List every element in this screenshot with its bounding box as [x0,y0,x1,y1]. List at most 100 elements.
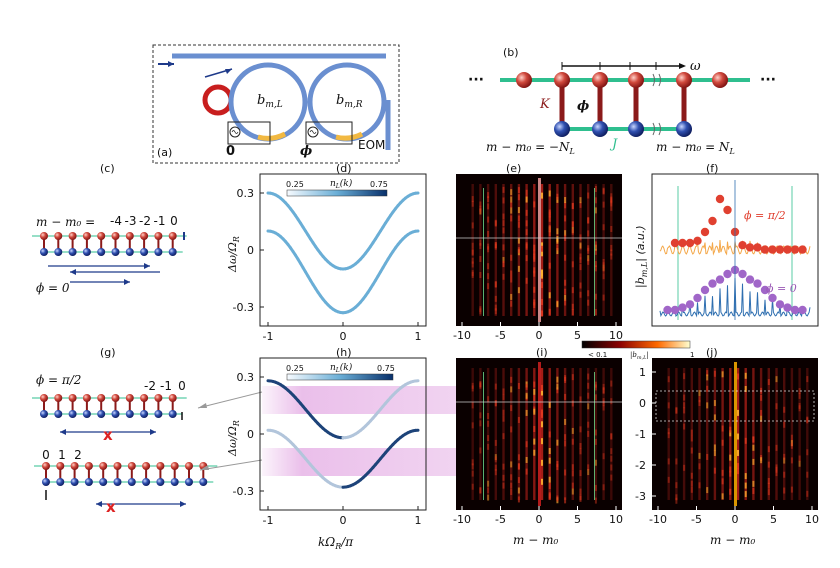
streak-dot [798,402,801,409]
streak-dot [525,392,528,399]
streak-dot [729,470,732,477]
ticks-e: -10 -5 0 5 10 [453,322,623,342]
streak-dot [571,488,574,495]
streak-dot [744,386,747,393]
xtick-label: -10 [453,329,471,342]
streak-dot [564,294,567,301]
streak [806,368,809,500]
streak-dot [610,474,613,481]
streak-dot [541,421,543,428]
streak-dot [767,379,770,386]
ladder-site [54,232,63,240]
streak-dot [548,262,551,269]
streak-dot [556,235,559,242]
streak [675,368,678,500]
point-bottom [700,285,710,295]
streak-dot [525,277,528,284]
ladder-site [168,410,177,418]
streak-dot [737,373,739,380]
streak-dot [721,469,724,476]
streak-dot [502,388,505,395]
streak-dot [790,442,793,449]
ladder-site [125,232,134,240]
streak-dot [594,394,597,401]
streak-dot [517,287,520,294]
streak-dot [783,457,786,464]
streak-dot [721,371,724,378]
streak-dot [487,443,490,450]
streak [594,368,598,500]
streak-dot [533,270,536,277]
xtick-label: -1 [263,514,274,527]
streak-dot [479,239,482,246]
panel-j-label: (j) [706,346,718,359]
streak-dot [571,464,574,471]
streak-dot [494,469,497,476]
streak-dot [487,480,490,487]
streak-dot [564,469,567,476]
mode-right-label: bm,R [336,93,363,110]
ladder-site [111,248,120,256]
streak-dot [602,294,605,301]
streak-dot [494,295,497,302]
cb-d-label: nL(k) [330,178,353,190]
ladder-site [140,232,149,240]
streak [752,368,755,500]
streak-dot [487,396,490,403]
streak-dot [471,463,474,470]
streak-dot [594,241,597,248]
streak-dot [571,221,574,228]
site-lower [628,121,644,137]
streak-dot [471,242,474,249]
streak-dot [579,201,582,208]
ladder-site [113,462,122,470]
ladder-site [54,394,63,402]
cb-d-min: 0.25 [286,180,304,189]
streak [767,368,770,500]
panel-f-label: (f) [706,162,718,175]
xtick-label: 0 [732,513,739,526]
streak-dot [510,215,513,222]
streak-dot [698,452,701,459]
streak-dot [610,225,613,232]
streak-dot [556,193,559,200]
streak-dot [510,461,513,468]
streak-dot [541,310,543,317]
cb-hot-min: < 0.1 [588,351,607,359]
streak-dot [502,474,505,481]
streak-dot [610,380,613,387]
streak-dot [675,494,678,501]
streak-dot [564,393,567,400]
streak-dot [713,370,716,377]
heater-ring [202,84,234,116]
ladder-site [125,248,134,256]
streak-dot [602,387,605,394]
streak [563,368,567,500]
streak-dot [713,400,716,407]
center-line [538,362,541,506]
streak-dot [548,209,551,216]
streak-dot [471,483,474,490]
streak-dot [610,448,613,455]
streak-dot [594,438,597,445]
point-top [670,238,680,248]
streak-dot [525,220,528,227]
streak-dot [533,201,536,208]
break-mark [652,122,661,136]
streak-dot [587,299,590,306]
index-label: -2 [139,214,151,228]
streak-dot [579,396,582,403]
streak-dot [525,468,528,475]
streak-dot [767,477,770,484]
streak-dot [594,293,597,300]
point-bottom [775,300,785,309]
streak-dot [541,438,543,445]
streak-dot [698,482,701,489]
phase-left: 0 [226,144,235,159]
streak-dot [548,448,551,455]
phase-right: ϕ [300,144,312,159]
streak [790,368,794,500]
streak-dot [564,440,567,447]
streak-dot [594,384,597,391]
streak-dot [510,386,513,393]
